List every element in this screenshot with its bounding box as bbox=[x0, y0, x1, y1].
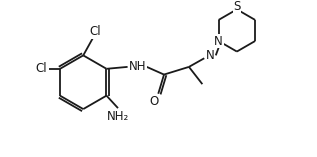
Text: Cl: Cl bbox=[35, 62, 47, 75]
Text: N: N bbox=[214, 35, 223, 48]
Text: NH: NH bbox=[128, 60, 146, 73]
Text: N: N bbox=[206, 49, 214, 62]
Text: S: S bbox=[233, 0, 241, 13]
Text: O: O bbox=[150, 95, 159, 108]
Text: NH₂: NH₂ bbox=[107, 110, 129, 123]
Text: Cl: Cl bbox=[89, 25, 100, 38]
